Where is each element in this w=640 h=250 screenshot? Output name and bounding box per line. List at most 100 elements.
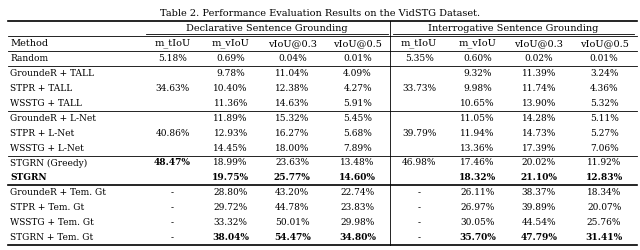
Text: 39.79%: 39.79% [402,128,436,138]
Text: STGRN (Greedy): STGRN (Greedy) [10,158,88,168]
Text: 18.32%: 18.32% [459,174,496,182]
Text: 11.39%: 11.39% [522,69,556,78]
Text: 14.73%: 14.73% [522,128,556,138]
Text: 12.83%: 12.83% [586,174,623,182]
Text: 5.91%: 5.91% [343,99,372,108]
Text: 29.98%: 29.98% [340,218,375,227]
Text: 11.05%: 11.05% [460,114,495,123]
Text: 28.80%: 28.80% [214,188,248,197]
Text: 9.32%: 9.32% [463,69,492,78]
Text: 40.86%: 40.86% [156,128,190,138]
Text: STPR + TALL: STPR + TALL [10,84,72,93]
Text: m_tIoU: m_tIoU [401,39,437,48]
Text: 38.37%: 38.37% [522,188,556,197]
Text: m_vIoU: m_vIoU [458,39,496,48]
Text: 29.72%: 29.72% [214,203,248,212]
Text: Declarative Sentence Grounding: Declarative Sentence Grounding [186,24,348,33]
Text: -: - [418,218,420,227]
Text: 11.89%: 11.89% [213,114,248,123]
Text: 39.89%: 39.89% [522,203,556,212]
Text: Interrogative Sentence Grounding: Interrogative Sentence Grounding [428,24,598,33]
Text: 5.32%: 5.32% [590,99,618,108]
Text: 0.60%: 0.60% [463,54,492,63]
Text: 9.98%: 9.98% [463,84,492,93]
Text: 23.83%: 23.83% [340,203,374,212]
Text: 12.93%: 12.93% [214,128,248,138]
Text: 11.74%: 11.74% [522,84,556,93]
Text: 5.11%: 5.11% [589,114,619,123]
Text: 25.77%: 25.77% [274,174,311,182]
Text: 26.97%: 26.97% [460,203,495,212]
Text: 47.79%: 47.79% [520,233,557,242]
Text: 22.74%: 22.74% [340,188,374,197]
Text: STGRN + Tem. Gt: STGRN + Tem. Gt [10,233,93,242]
Text: vIoU@0.5: vIoU@0.5 [580,39,628,48]
Text: 7.06%: 7.06% [590,144,618,152]
Text: STPR + Tem. Gt: STPR + Tem. Gt [10,203,84,212]
Text: 54.47%: 54.47% [274,233,311,242]
Text: 14.28%: 14.28% [522,114,556,123]
Text: 17.39%: 17.39% [522,144,556,152]
Text: -: - [171,218,174,227]
Text: 14.60%: 14.60% [339,174,376,182]
Text: 35.70%: 35.70% [459,233,496,242]
Text: GroundeR + TALL: GroundeR + TALL [10,69,94,78]
Text: 44.78%: 44.78% [275,203,310,212]
Text: 5.35%: 5.35% [404,54,434,63]
Text: 50.01%: 50.01% [275,218,310,227]
Text: 13.48%: 13.48% [340,158,375,168]
Text: -: - [418,233,420,242]
Text: 48.47%: 48.47% [154,158,191,168]
Text: 18.34%: 18.34% [587,188,621,197]
Text: 25.76%: 25.76% [587,218,621,227]
Text: 44.54%: 44.54% [522,218,556,227]
Text: 16.27%: 16.27% [275,128,310,138]
Text: 14.63%: 14.63% [275,99,310,108]
Text: WSSTG + L-Net: WSSTG + L-Net [10,144,84,152]
Text: 43.20%: 43.20% [275,188,310,197]
Text: 19.75%: 19.75% [212,174,249,182]
Text: 30.05%: 30.05% [460,218,495,227]
Text: 5.27%: 5.27% [590,128,618,138]
Text: 15.32%: 15.32% [275,114,310,123]
Text: 0.04%: 0.04% [278,54,307,63]
Text: -: - [418,188,420,197]
Text: 20.02%: 20.02% [522,158,556,168]
Text: 0.01%: 0.01% [343,54,372,63]
Text: 17.46%: 17.46% [460,158,495,168]
Text: 0.69%: 0.69% [216,54,245,63]
Text: 4.27%: 4.27% [343,84,372,93]
Text: 18.99%: 18.99% [213,158,248,168]
Text: 31.41%: 31.41% [586,233,623,242]
Text: 23.63%: 23.63% [275,158,309,168]
Text: 9.78%: 9.78% [216,69,245,78]
Text: m_tIoU: m_tIoU [154,39,191,48]
Text: Method: Method [10,39,49,48]
Text: vIoU@0.5: vIoU@0.5 [333,39,382,48]
Text: 7.89%: 7.89% [343,144,372,152]
Text: 4.36%: 4.36% [590,84,618,93]
Text: 46.98%: 46.98% [402,158,436,168]
Text: -: - [171,233,174,242]
Text: 26.11%: 26.11% [460,188,495,197]
Text: -: - [171,188,174,197]
Text: 11.92%: 11.92% [587,158,621,168]
Text: 5.45%: 5.45% [343,114,372,123]
Text: 10.65%: 10.65% [460,99,495,108]
Text: 5.68%: 5.68% [343,128,372,138]
Text: 13.90%: 13.90% [522,99,556,108]
Text: 14.45%: 14.45% [213,144,248,152]
Text: GroundeR + Tem. Gt: GroundeR + Tem. Gt [10,188,106,197]
Text: 11.94%: 11.94% [460,128,495,138]
Text: m_vIoU: m_vIoU [212,39,250,48]
Text: 12.38%: 12.38% [275,84,310,93]
Text: STGRN: STGRN [10,174,47,182]
Text: 33.73%: 33.73% [402,84,436,93]
Text: 11.04%: 11.04% [275,69,310,78]
Text: Random: Random [10,54,49,63]
Text: Table 2. Performance Evaluation Results on the VidSTG Dataset.: Table 2. Performance Evaluation Results … [160,9,480,18]
Text: 4.09%: 4.09% [343,69,372,78]
Text: WSSTG + TALL: WSSTG + TALL [10,99,82,108]
Text: GroundeR + L-Net: GroundeR + L-Net [10,114,96,123]
Text: 10.40%: 10.40% [213,84,248,93]
